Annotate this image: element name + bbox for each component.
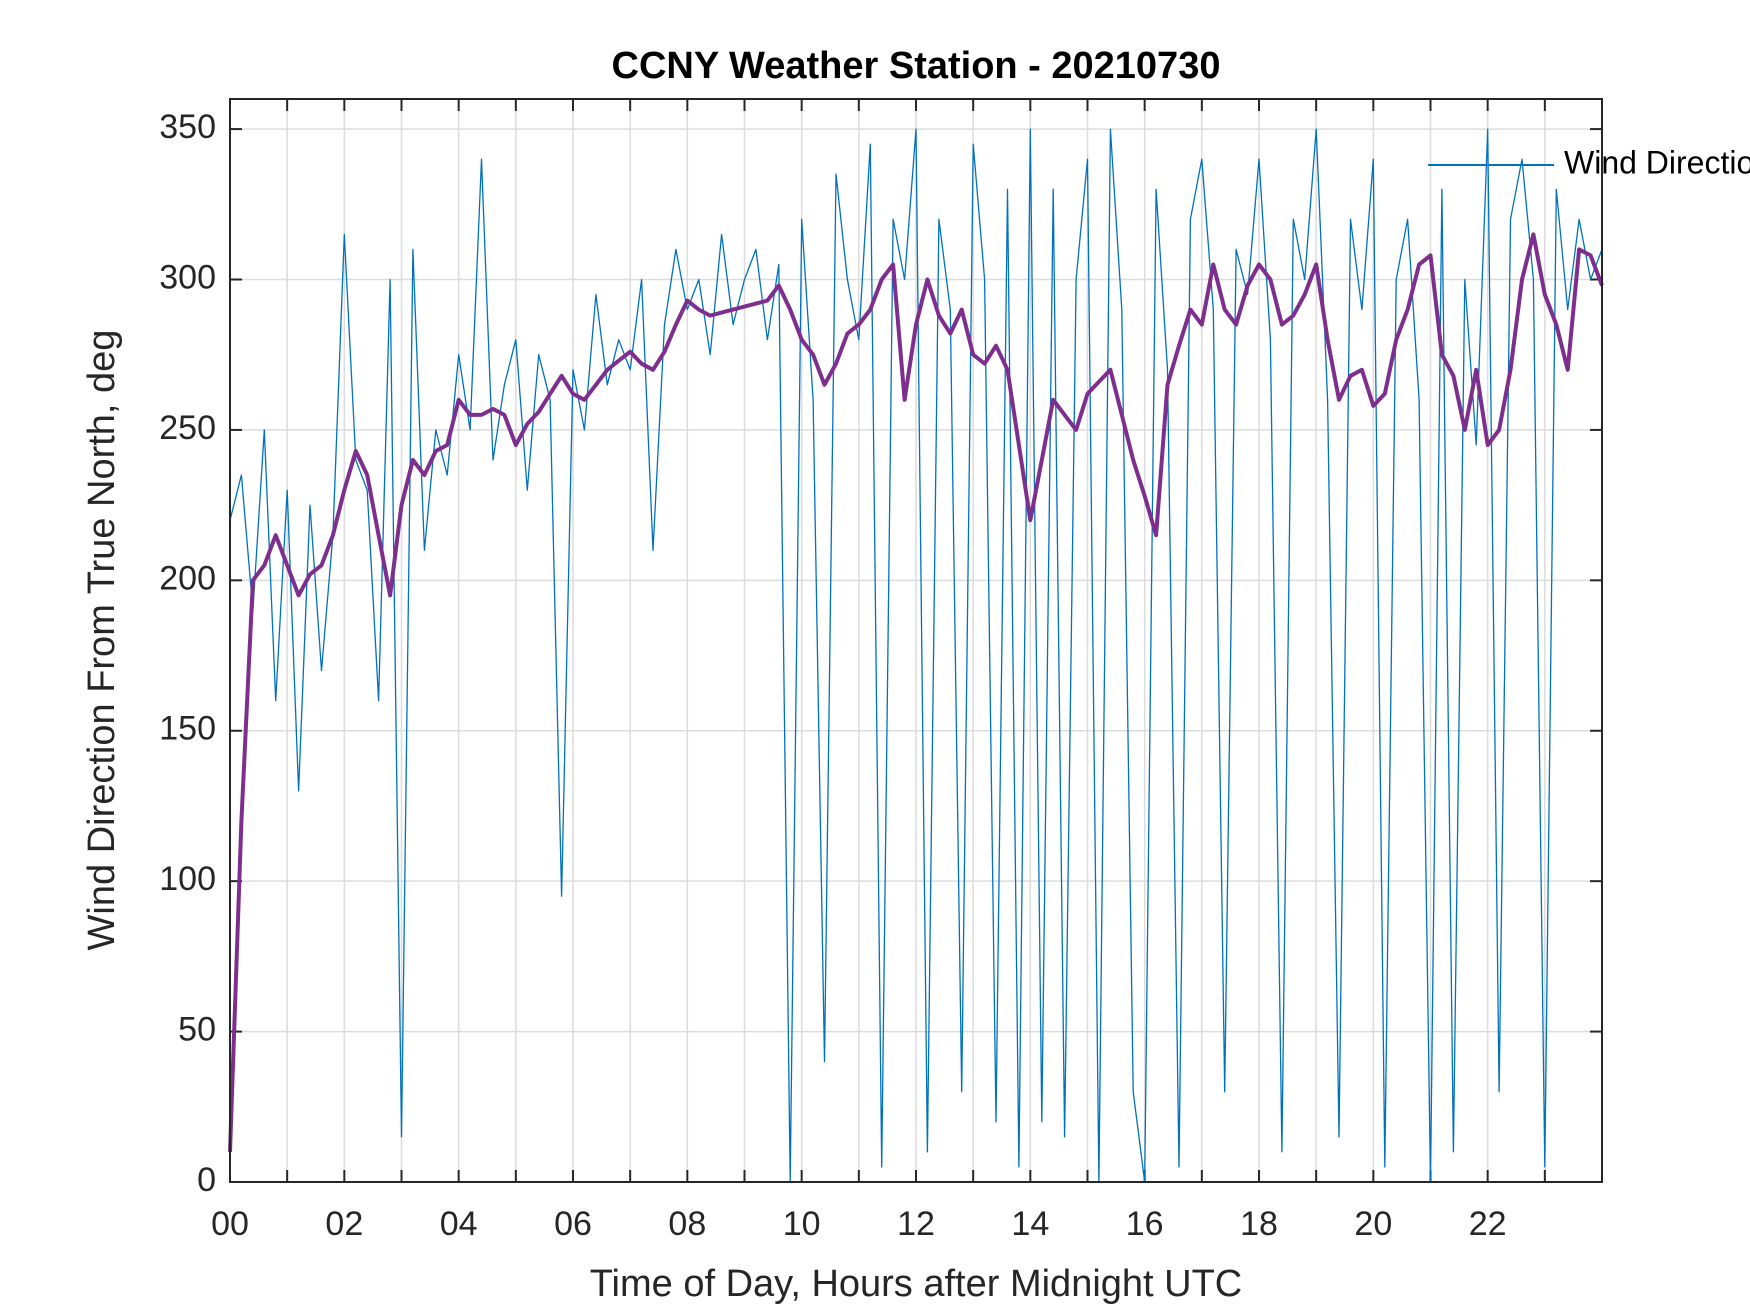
x-tick-label: 14 [1011,1205,1049,1243]
x-tick-label: 10 [783,1205,821,1243]
data-line [229,128,1603,1183]
y-tick-label: 200 [159,559,216,597]
y-tick-label: 0 [197,1161,216,1199]
x-tick-label: 06 [554,1205,592,1243]
y-tick-label: 50 [178,1011,216,1049]
y-tick-label: 250 [159,409,216,447]
x-tick-label: 08 [668,1205,706,1243]
x-tick-label: 18 [1240,1205,1278,1243]
x-tick-label: 12 [897,1205,935,1243]
y-tick-label: 150 [159,710,216,748]
y-tick-label: 350 [159,108,216,146]
x-axis-label: Time of Day, Hours after Midnight UTC [590,1263,1243,1305]
x-tick-label: 02 [325,1205,363,1243]
plot-frame [229,98,1603,1183]
x-tick-label: 04 [440,1205,478,1243]
data-line [228,232,1604,1152]
x-tick-label: 16 [1126,1205,1164,1243]
chart-title: CCNY Weather Station - 20210730 [612,45,1221,87]
y-axis-label: Wind Direction From True North, deg [81,330,123,951]
y-tick-label: 100 [159,860,216,898]
y-tick-label: 300 [159,258,216,296]
x-tick-label: 22 [1469,1205,1507,1243]
legend-label: Wind Direction [1564,144,1750,180]
x-tick-label: 20 [1354,1205,1392,1243]
x-tick-label: 00 [211,1205,249,1243]
